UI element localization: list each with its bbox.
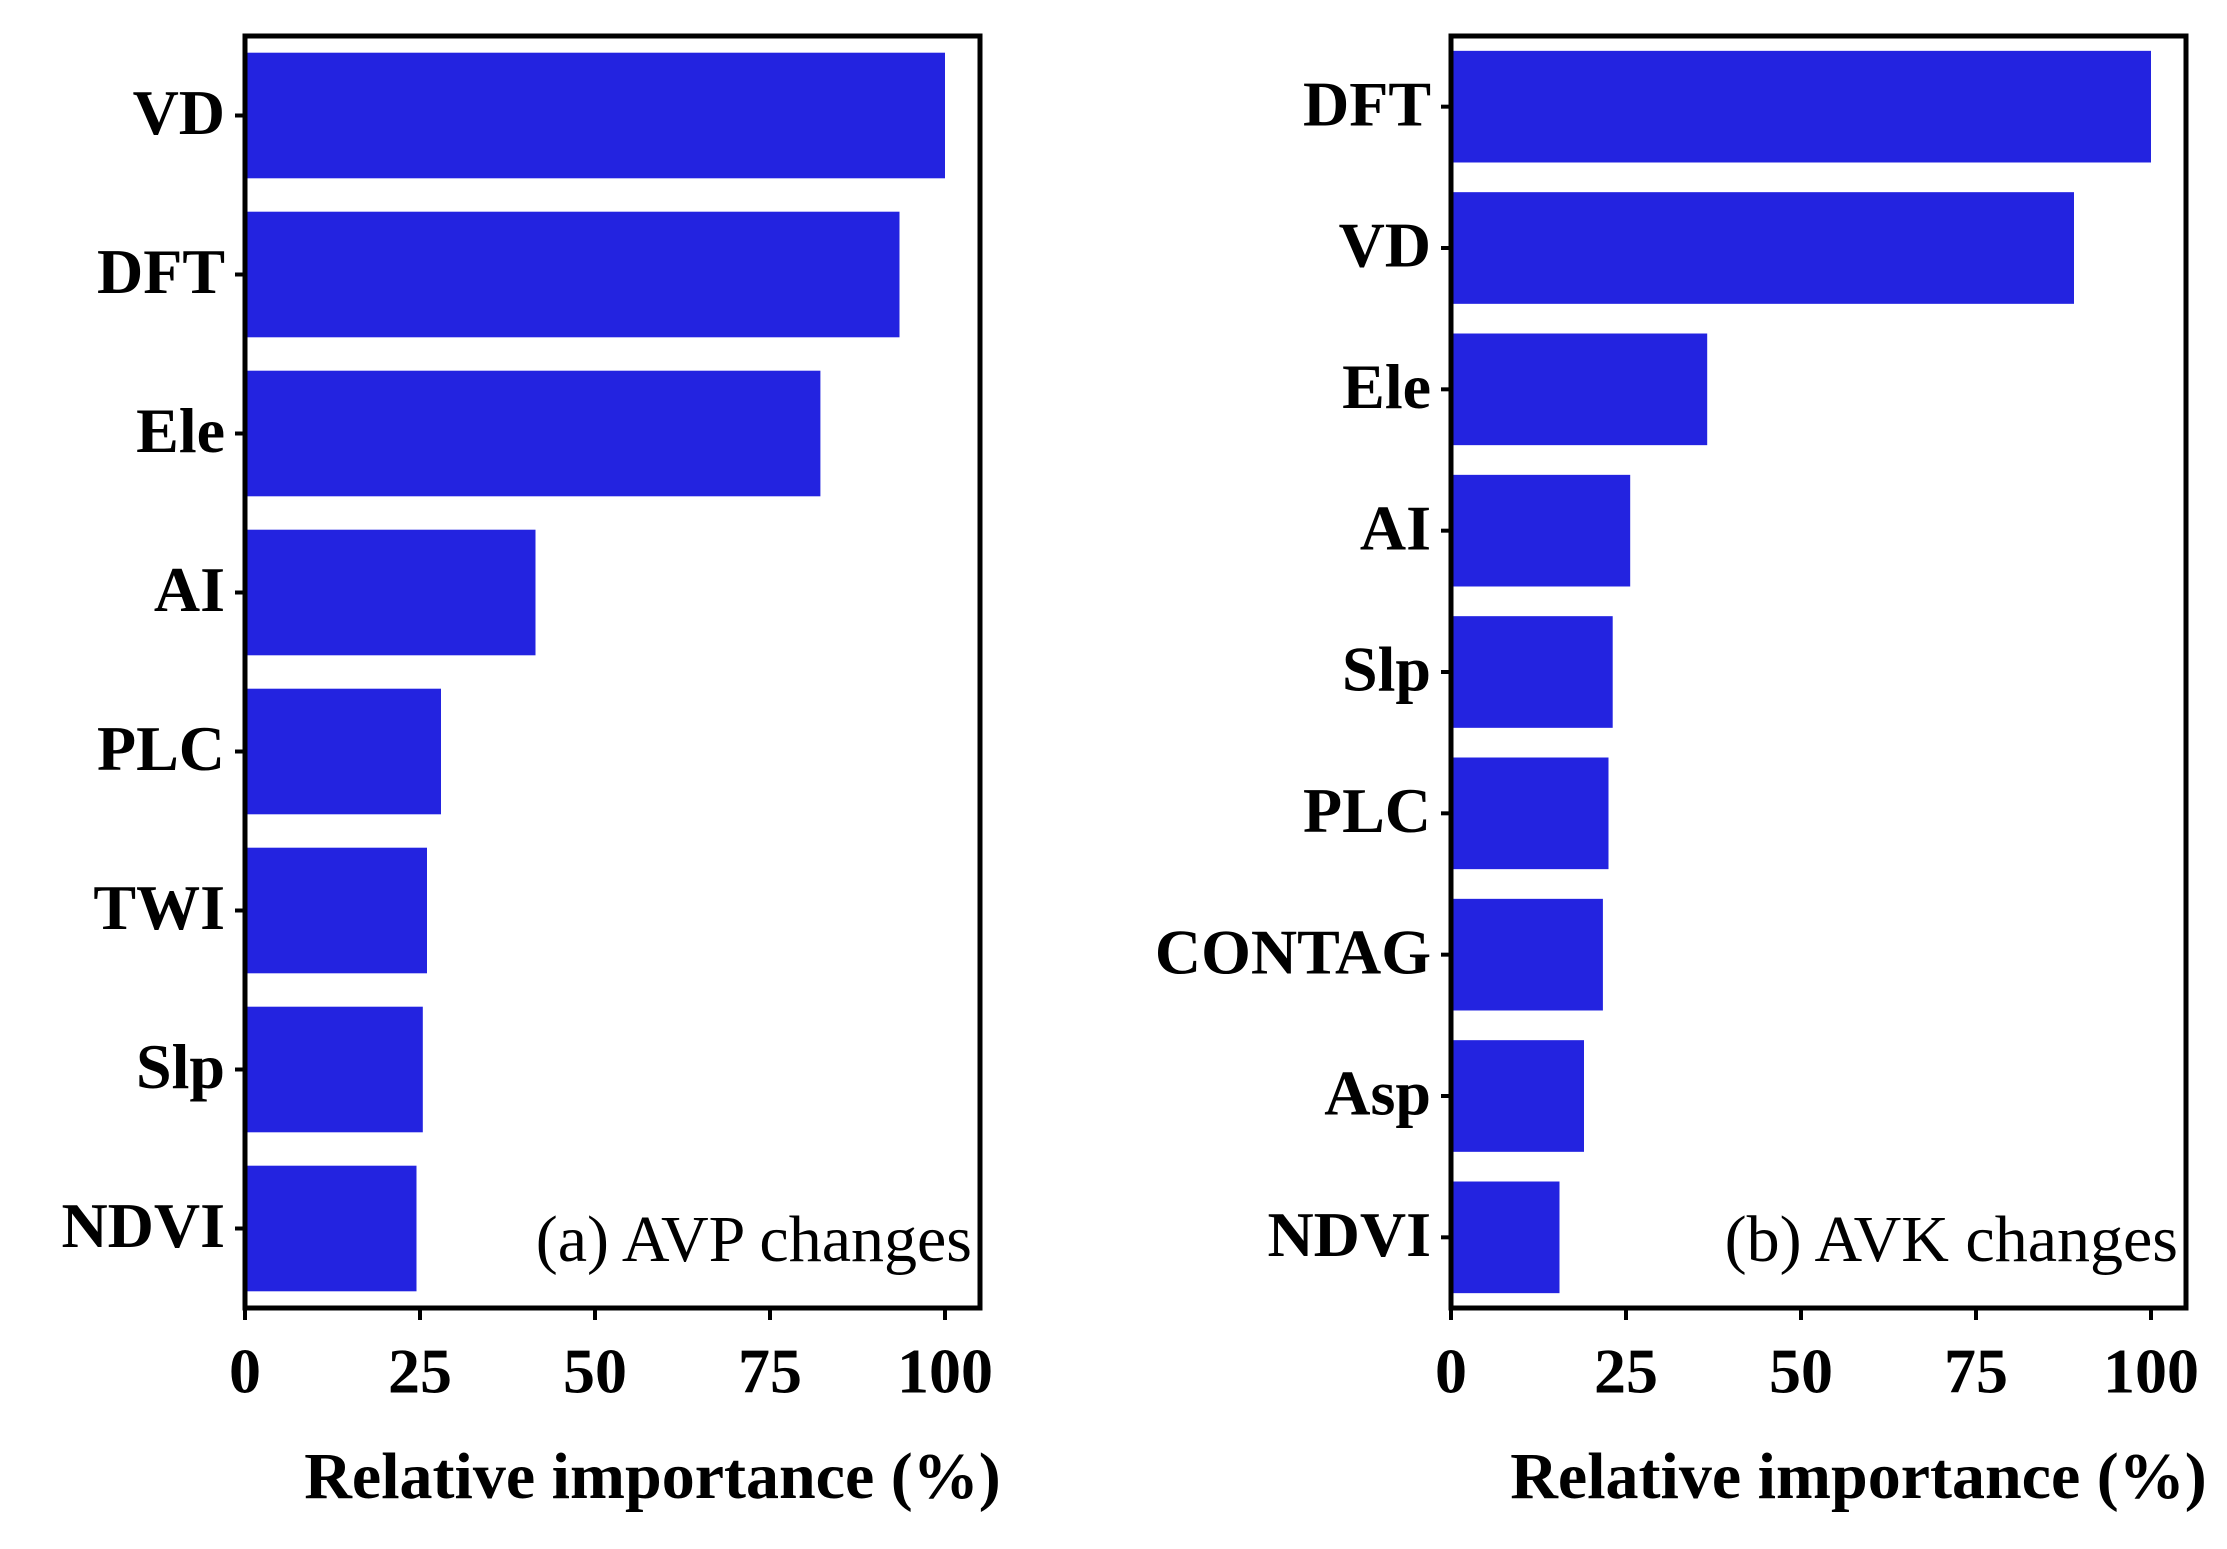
x-tick-label: 0 xyxy=(229,1336,261,1407)
bar xyxy=(245,211,900,338)
bar xyxy=(245,370,821,497)
bar xyxy=(1451,1181,1560,1294)
bar xyxy=(1451,192,2074,304)
bar xyxy=(245,847,427,974)
y-tick-label: PLC xyxy=(1303,775,1431,846)
y-tick-label: PLC xyxy=(97,713,225,784)
x-axis-label: Relative importance (%) xyxy=(304,1440,1000,1513)
y-tick-label: NDVI xyxy=(61,1190,225,1261)
y-tick-label: NDVI xyxy=(1267,1199,1431,1270)
bar xyxy=(245,688,441,815)
x-tick-label: 100 xyxy=(897,1336,993,1407)
bar xyxy=(1451,333,1708,446)
bar xyxy=(1451,1040,1584,1152)
y-tick-label: Slp xyxy=(1342,634,1431,705)
y-tick-label: VD xyxy=(1339,210,1431,281)
bar xyxy=(1451,474,1631,587)
y-tick-label: AI xyxy=(154,554,225,625)
y-tick-label: DFT xyxy=(97,236,225,307)
bar xyxy=(245,1165,417,1292)
annotation: (a) AVP changes xyxy=(536,1203,972,1276)
y-tick-label: AI xyxy=(1360,492,1431,563)
y-tick-label: TWI xyxy=(93,872,225,943)
y-tick-label: Asp xyxy=(1324,1058,1431,1129)
x-tick-label: 100 xyxy=(2103,1336,2199,1407)
plot-frame xyxy=(1448,33,2189,1311)
bar xyxy=(1451,898,1603,1011)
bar xyxy=(1451,50,2151,163)
x-axis-label: Relative importance (%) xyxy=(1510,1440,2206,1513)
y-tick-label: Slp xyxy=(136,1031,225,1102)
x-tick-label: 75 xyxy=(738,1336,802,1407)
x-tick-label: 50 xyxy=(1769,1336,1833,1407)
x-tick-label: 25 xyxy=(388,1336,452,1407)
x-tick-label: 50 xyxy=(563,1336,627,1407)
bar xyxy=(245,1006,423,1133)
bar xyxy=(245,52,945,179)
x-tick-label: 25 xyxy=(1594,1336,1658,1407)
plot-frame xyxy=(242,33,983,1311)
x-tick-label: 75 xyxy=(1944,1336,2008,1407)
y-tick-label: CONTAG xyxy=(1155,916,1431,987)
y-tick-label: DFT xyxy=(1303,68,1431,139)
x-tick-label: 0 xyxy=(1435,1336,1467,1407)
bar xyxy=(245,529,536,656)
annotation: (b) AVK changes xyxy=(1725,1203,2178,1276)
y-tick-label: VD xyxy=(133,77,225,148)
y-tick-label: Ele xyxy=(136,395,225,466)
bar xyxy=(1451,757,1609,870)
bar xyxy=(1451,616,1613,728)
y-tick-label: Ele xyxy=(1342,351,1431,422)
